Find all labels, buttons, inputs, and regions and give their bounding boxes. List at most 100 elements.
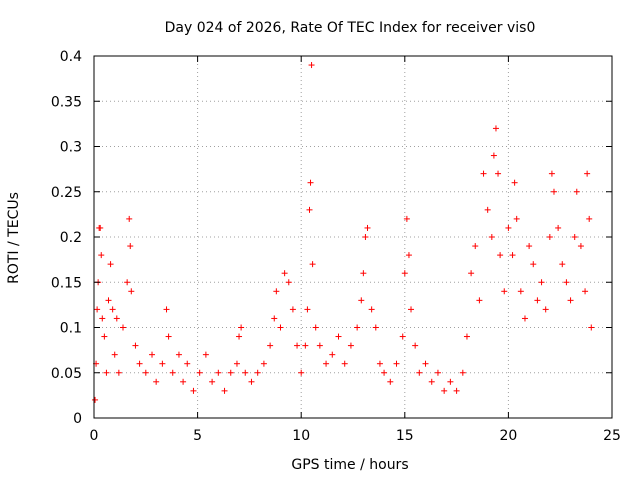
data-point — [329, 351, 336, 358]
data-point — [447, 378, 454, 385]
data-point — [509, 252, 516, 259]
data-point — [393, 360, 400, 367]
data-point — [534, 297, 541, 304]
y-axis-label: ROTI / TECUs — [6, 192, 22, 284]
x-tick-label: 15 — [396, 428, 414, 444]
data-point — [463, 333, 470, 340]
data-point — [381, 369, 388, 376]
data-point — [511, 179, 518, 186]
data-point — [289, 306, 296, 313]
data-point — [175, 351, 182, 358]
tick-layer: 0 5 10 15 20 25 0 0.05 0.1 0.15 0.2 0.25 0.3 0.35 0.4 — [51, 49, 621, 444]
data-point — [468, 270, 475, 277]
data-point — [521, 315, 528, 322]
data-point — [149, 351, 156, 358]
data-point — [248, 378, 255, 385]
y-tick-label: 0.1 — [60, 321, 82, 337]
y-tick-label: 0 — [73, 411, 82, 427]
data-point — [277, 324, 284, 331]
y-tick-label: 0.35 — [51, 94, 82, 110]
data-point — [132, 342, 139, 349]
data-point — [271, 315, 278, 322]
data-point — [312, 324, 319, 331]
data-point — [294, 342, 301, 349]
data-point — [94, 306, 101, 313]
data-point — [298, 369, 305, 376]
data-point — [281, 270, 288, 277]
data-point — [335, 333, 342, 340]
data-point — [488, 234, 495, 240]
data-point — [573, 188, 580, 195]
x-tick-label: 10 — [292, 428, 310, 444]
data-point — [372, 324, 379, 331]
data-point — [403, 215, 410, 222]
data-point — [530, 261, 537, 268]
data-point — [501, 288, 508, 295]
y-tick-label: 0.3 — [60, 140, 82, 156]
data-point — [555, 224, 562, 231]
data-point — [136, 360, 143, 367]
data-point — [408, 306, 415, 313]
data-point — [103, 369, 110, 376]
data-point — [358, 297, 365, 304]
y-tick-label: 0.2 — [60, 230, 82, 246]
data-point — [302, 342, 309, 349]
data-point — [105, 297, 112, 304]
data-point — [399, 333, 406, 340]
data-point — [120, 324, 127, 331]
y-tick-label: 0.4 — [60, 49, 82, 65]
data-point — [459, 369, 466, 376]
data-point — [304, 306, 311, 313]
data-point — [221, 387, 228, 394]
data-point — [111, 351, 118, 358]
data-point — [267, 342, 274, 349]
data-point — [238, 324, 245, 331]
data-point — [190, 387, 197, 394]
data-point — [107, 261, 114, 268]
x-tick-label: 25 — [603, 428, 621, 444]
data-point — [273, 288, 280, 295]
data-point — [571, 234, 578, 240]
data-point — [497, 252, 504, 259]
data-point — [113, 315, 120, 322]
data-point — [577, 243, 584, 250]
y-tick-label: 0.15 — [51, 275, 82, 291]
data-point — [242, 369, 249, 376]
data-point — [209, 378, 216, 385]
data-point — [563, 279, 570, 286]
data-point — [362, 234, 369, 240]
data-point — [360, 270, 367, 277]
data-point — [517, 288, 524, 295]
data-point — [364, 224, 371, 231]
data-point — [233, 360, 240, 367]
data-point — [548, 170, 555, 177]
x-tick-label: 20 — [499, 428, 517, 444]
data-point — [376, 360, 383, 367]
data-point — [309, 261, 316, 268]
data-point — [428, 378, 435, 385]
data-point — [546, 234, 553, 240]
data-point — [308, 62, 315, 69]
data-point — [124, 279, 131, 286]
data-point — [586, 215, 593, 222]
data-point — [582, 288, 589, 295]
data-point — [323, 360, 330, 367]
data-point — [215, 369, 222, 376]
y-tick-label: 0.05 — [51, 366, 82, 382]
data-point — [505, 224, 512, 231]
data-point — [128, 288, 135, 295]
data-point — [316, 342, 323, 349]
data-point — [99, 315, 106, 322]
data-point — [254, 369, 261, 376]
data-point — [387, 378, 394, 385]
data-point — [236, 333, 243, 340]
data-point — [542, 306, 549, 313]
data-point — [480, 170, 487, 177]
data-point — [127, 243, 134, 250]
data-point — [347, 342, 354, 349]
data-point — [476, 297, 483, 304]
data-point — [526, 243, 533, 250]
data-point — [101, 333, 108, 340]
data-point — [412, 342, 419, 349]
